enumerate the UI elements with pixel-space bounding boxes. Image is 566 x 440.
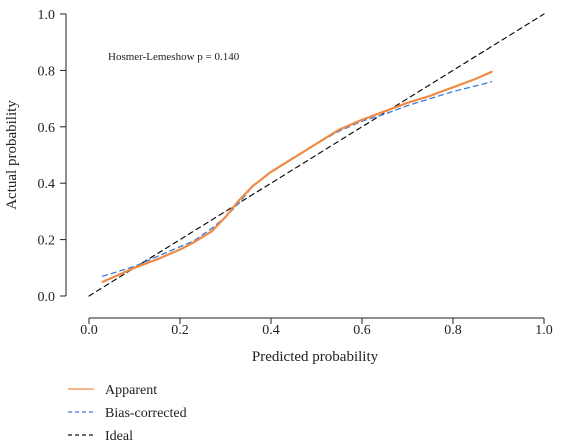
x-tick-label: 0.6: [353, 323, 371, 338]
series-line-ideal: [88, 13, 545, 297]
y-tick-label: 0.2: [38, 234, 56, 249]
x-tick-label: 0.2: [171, 323, 189, 338]
x-tick-label: 0.8: [444, 323, 462, 338]
x-tick-label: 1.0: [535, 323, 553, 338]
axes: 0.0 0.2 0.4 0.6 0.8 1.0 0.0 0.2 0.4 0.6 0.8 1.0: [38, 8, 553, 338]
y-tick-label: 0.0: [38, 290, 56, 305]
legend-label: Bias-corrected: [105, 406, 187, 421]
legend-item: Ideal: [68, 429, 133, 440]
y-axis-title: Actual probability: [4, 100, 20, 210]
legend-item: Bias-corrected: [68, 406, 187, 421]
x-tick-label: 0.4: [262, 323, 280, 338]
y-tick-label: 0.4: [38, 177, 56, 192]
legend: Apparent Bias-corrected Ideal: [68, 383, 187, 440]
series-line-bias-corrected: [102, 81, 493, 277]
hosmer-lemeshow-annotation: Hosmer-Lemeshow p = 0.140: [108, 51, 240, 63]
x-axis-title: Predicted probability: [252, 349, 379, 365]
legend-item: Apparent: [68, 383, 157, 398]
series-lines: [88, 13, 545, 297]
series-line-apparent: [101, 70, 493, 283]
y-tick-label: 0.8: [38, 64, 56, 79]
x-tick-label: 0.0: [80, 323, 98, 338]
y-tick-label: 1.0: [38, 8, 56, 23]
legend-label: Apparent: [105, 383, 157, 398]
y-tick-label: 0.6: [38, 121, 56, 136]
legend-label: Ideal: [105, 429, 133, 440]
